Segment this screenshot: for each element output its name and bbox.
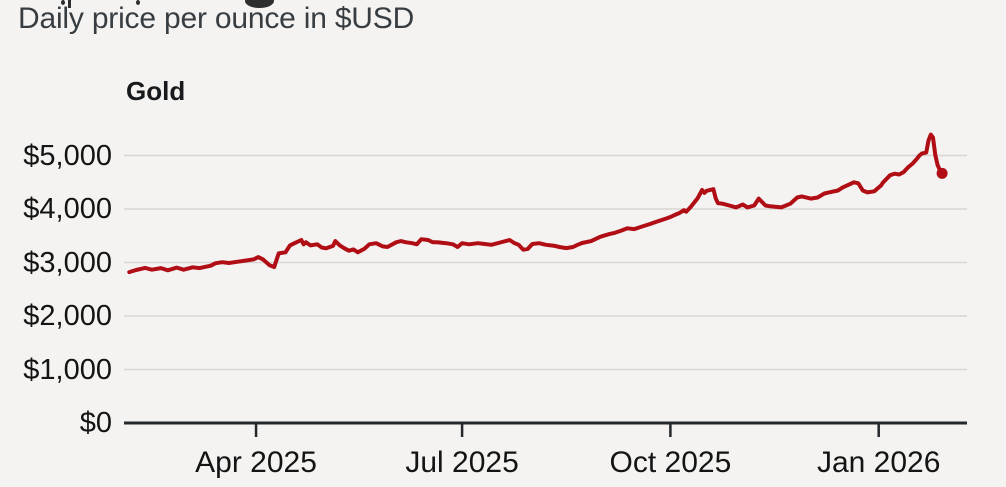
headline-fragment [136,0,140,5]
headline-fragment [68,0,71,8]
latest-price-dot [936,167,948,179]
headline-fragment [245,0,274,8]
x-tick-label: Oct 2025 [609,446,732,479]
y-tick-label: $0 [79,407,112,439]
chart-subtitle: Daily price per ounce in $USD [18,2,415,35]
series-label-gold: Gold [126,76,186,106]
x-tick-label: Jan 2026 [816,446,941,479]
y-tick-label: $2,000 [23,300,112,332]
x-tick-label: Jul 2025 [405,446,519,479]
y-tick-label: $3,000 [23,246,112,279]
gold-price-line [127,132,945,275]
y-tick-label: $5,000 [23,139,112,172]
headline-fragment [61,0,65,5]
x-tick-label: Apr 2025 [195,446,317,479]
y-tick-label: $1,000 [23,353,112,386]
y-tick-label: $4,000 [23,193,112,225]
